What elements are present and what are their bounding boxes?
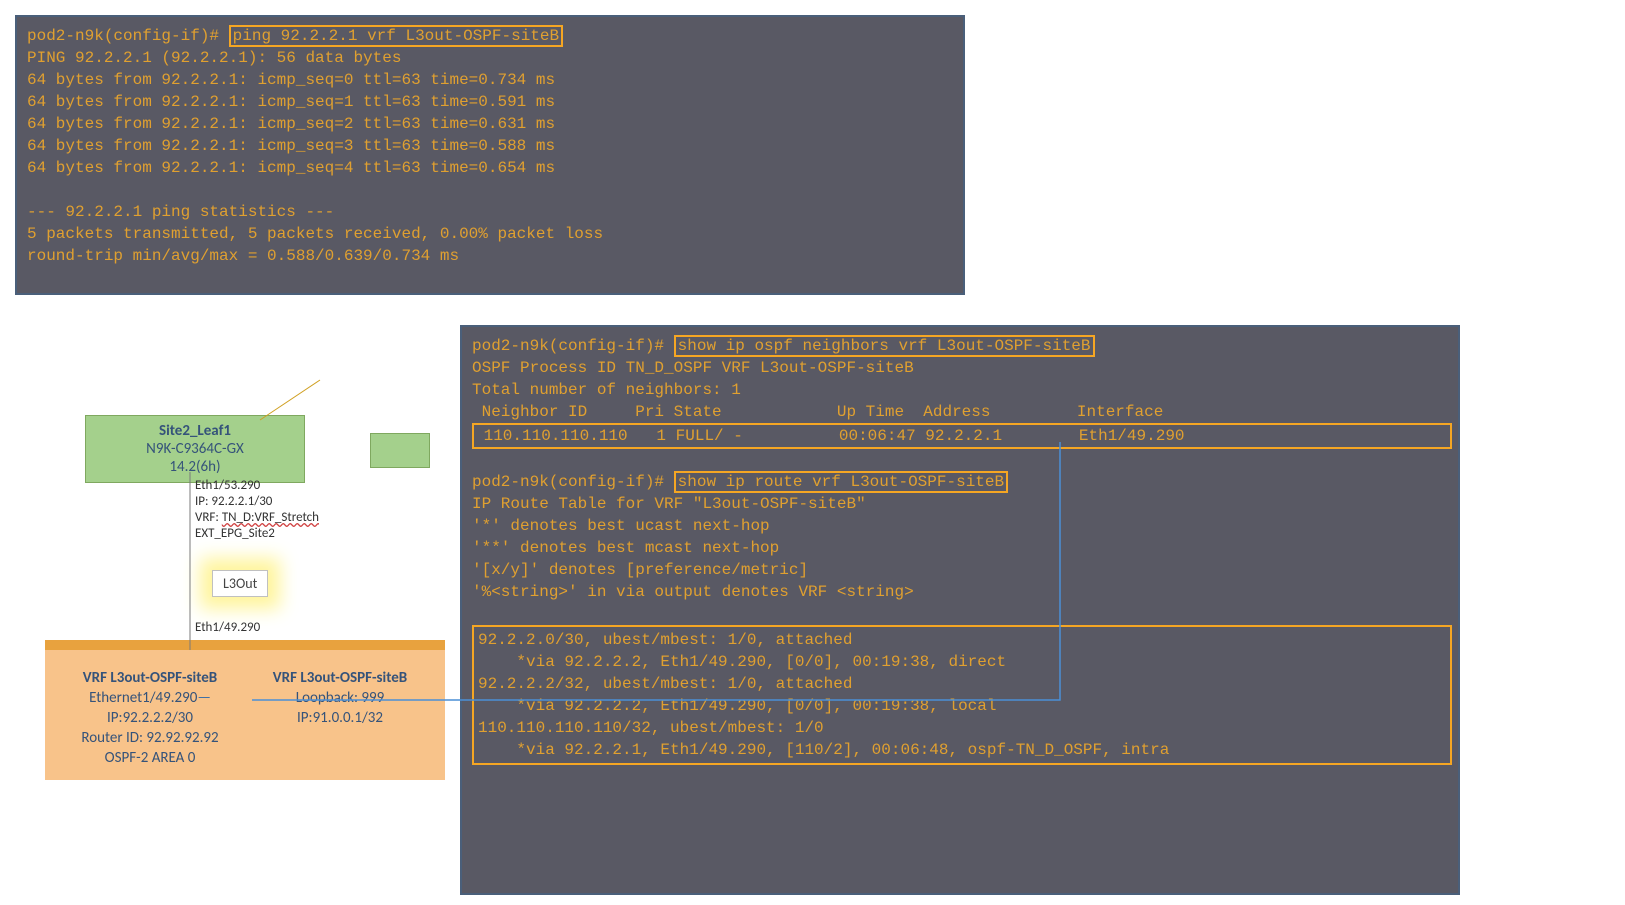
router-left-col: VRF L3out-OSPF-siteB Ethernet1/49.290— I… (55, 668, 245, 768)
ospf-header: OSPF Process ID TN_D_OSPF VRF L3out-OSPF… (472, 357, 1448, 379)
leaf-name: Site2_Leaf1 (90, 422, 300, 440)
router-right-vrf: VRF L3out-OSPF-siteB (245, 668, 435, 688)
ping-output-line: round-trip min/avg/max = 0.588/0.639/0.7… (27, 245, 953, 267)
terminal-ping-line: pod2-n9k(config-if)# ping 92.2.2.1 vrf L… (27, 25, 953, 47)
route-header-line: '[x/y]' denotes [preference/metric] (472, 559, 1448, 581)
route-entry-line: *via 92.2.2.2, Eth1/49.290, [0/0], 00:19… (478, 695, 1446, 717)
router-right-lo: Loopback: 999 (245, 688, 435, 708)
router-left-vrf: VRF L3out-OSPF-siteB (55, 668, 245, 688)
spacer (472, 449, 1448, 471)
ping-output-line: 64 bytes from 92.2.2.1: icmp_seq=4 ttl=6… (27, 157, 953, 179)
router-left-intf-text: Ethernet1/49.290 (89, 689, 197, 707)
ping-output-line: 5 packets transmitted, 5 packets receive… (27, 223, 953, 245)
ping-output-line: PING 92.2.2.1 (92.2.2.1): 56 data bytes (27, 47, 953, 69)
ping-output: PING 92.2.2.1 (92.2.2.1): 56 data bytes6… (27, 47, 953, 267)
upper-vrf: VRF: TN_D:VRF_Stretch (195, 510, 319, 526)
route-entry-line: 110.110.110.110/32, ubest/mbest: 1/0 (478, 717, 1446, 739)
route-entry-line: *via 92.2.2.1, Eth1/49.290, [110/2], 00:… (478, 739, 1446, 761)
ping-output-line: 64 bytes from 92.2.2.1: icmp_seq=3 ttl=6… (27, 135, 953, 157)
route-header-line: '%<string>' in via output denotes VRF <s… (472, 581, 1448, 603)
l3out-badge-wrap: L3Out (212, 570, 268, 597)
ping-output-line: --- 92.2.2.1 ping statistics --- (27, 201, 953, 223)
route-entry-line: 92.2.2.0/30, ubest/mbest: 1/0, attached (478, 629, 1446, 651)
external-router-box: VRF L3out-OSPF-siteB Ethernet1/49.290— I… (45, 640, 445, 780)
prompt: pod2-n9k(config-if)# (27, 27, 229, 45)
router-right-ip: IP:91.0.0.1/32 (245, 708, 435, 728)
ospf-neighbor-row: 110.110.110.110 1 FULL/ - 00:06:47 92.2.… (472, 423, 1452, 449)
upper-epg: EXT_EPG_Site2 (195, 526, 319, 542)
ospf-columns: Neighbor ID Pri State Up Time Address In… (472, 401, 1448, 423)
lower-port: Eth1/49.290 (195, 620, 260, 636)
leaf-model: N9K-C9364C-GX (90, 440, 300, 458)
leaf-version: 14.2(6h) (90, 458, 300, 476)
l3out-badge: L3Out (212, 570, 268, 597)
route-table-block: 92.2.2.0/30, ubest/mbest: 1/0, attached … (472, 625, 1452, 765)
prompt: pod2-n9k(config-if)# (472, 473, 674, 491)
leaf-peer-box (370, 433, 430, 468)
route-header-line: '*' denotes best ucast next-hop (472, 515, 1448, 537)
router-left-ip: IP:92.2.2.2/30 (55, 708, 245, 728)
ip-route-command: show ip route vrf L3out-OSPF-siteB (674, 471, 1008, 493)
router-left-intf: Ethernet1/49.290— (55, 688, 245, 708)
vrf-underline: TN_D:VRF_Stretch (222, 510, 319, 525)
ping-output-line: 64 bytes from 92.2.2.1: icmp_seq=0 ttl=6… (27, 69, 953, 91)
router-left-rid: Router ID: 92.92.92.92 (55, 728, 245, 748)
cmd-line-2: pod2-n9k(config-if)# show ip route vrf L… (472, 471, 1448, 493)
upper-interface-anno: Eth1/53.290 IP: 92.2.2.1/30 VRF: TN_D:VR… (195, 478, 319, 542)
ospf-total: Total number of neighbors: 1 (472, 379, 1448, 401)
ping-output-line: 64 bytes from 92.2.2.1: icmp_seq=1 ttl=6… (27, 91, 953, 113)
router-right-col: VRF L3out-OSPF-siteB Loopback: 999 IP:91… (245, 668, 435, 728)
ping-output-line: 64 bytes from 92.2.2.1: icmp_seq=2 ttl=6… (27, 113, 953, 135)
leaf-switch-box: Site2_Leaf1 N9K-C9364C-GX 14.2(6h) (85, 415, 305, 483)
ping-command: ping 92.2.2.1 vrf L3out-OSPF-siteB (229, 25, 563, 47)
route-entry-line: 92.2.2.2/32, ubest/mbest: 1/0, attached (478, 673, 1446, 695)
upper-ip: IP: 92.2.2.1/30 (195, 494, 319, 510)
terminal-ospf-route: pod2-n9k(config-if)# show ip ospf neighb… (460, 325, 1460, 895)
route-entry-line: *via 92.2.2.2, Eth1/49.290, [0/0], 00:19… (478, 651, 1446, 673)
terminal-ping: pod2-n9k(config-if)# ping 92.2.2.1 vrf L… (15, 15, 965, 295)
upper-port: Eth1/53.290 (195, 478, 319, 494)
router-left-area: OSPF-2 AREA 0 (55, 748, 245, 768)
route-header-line: '**' denotes best mcast next-hop (472, 537, 1448, 559)
prompt: pod2-n9k(config-if)# (472, 337, 674, 355)
route-header-lines: IP Route Table for VRF "L3out-OSPF-siteB… (472, 493, 1448, 603)
cmd-line-1: pod2-n9k(config-if)# show ip ospf neighb… (472, 335, 1448, 357)
spacer (472, 603, 1448, 625)
ospf-neighbors-command: show ip ospf neighbors vrf L3out-OSPF-si… (674, 335, 1095, 357)
ping-output-line (27, 179, 953, 201)
route-header-line: IP Route Table for VRF "L3out-OSPF-siteB… (472, 493, 1448, 515)
